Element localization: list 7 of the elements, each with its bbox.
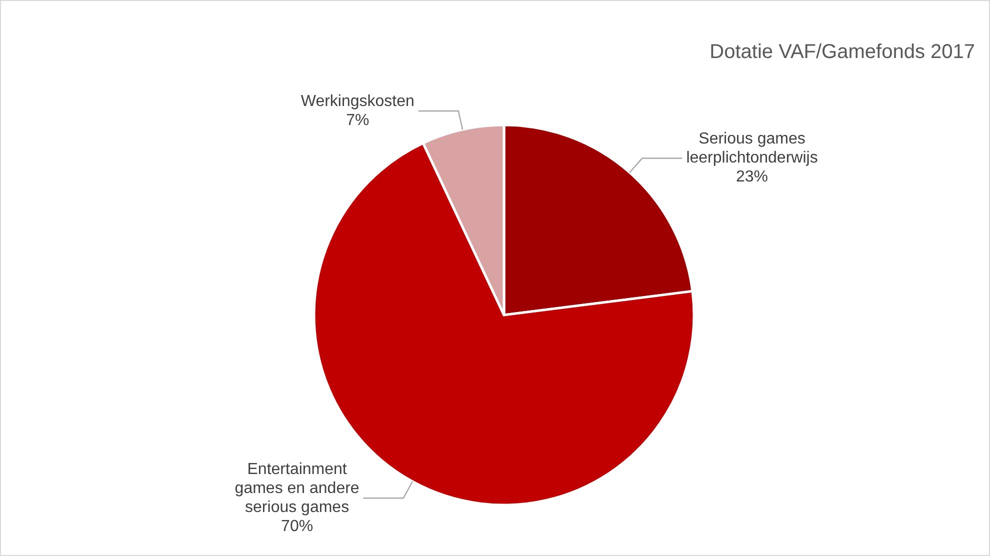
data-label: 23% (736, 168, 768, 186)
slice-label: Entertainment games en andere serious games (234, 461, 360, 516)
data-label: 7% (346, 112, 370, 130)
data-label: 70% (281, 518, 314, 536)
chart-title: Dotatie VAF/Gamefonds 2017 (710, 41, 975, 63)
slice-label: Serious games leerplichtonderwijs (686, 130, 818, 167)
slice-label: Werkingskosten (300, 93, 414, 110)
